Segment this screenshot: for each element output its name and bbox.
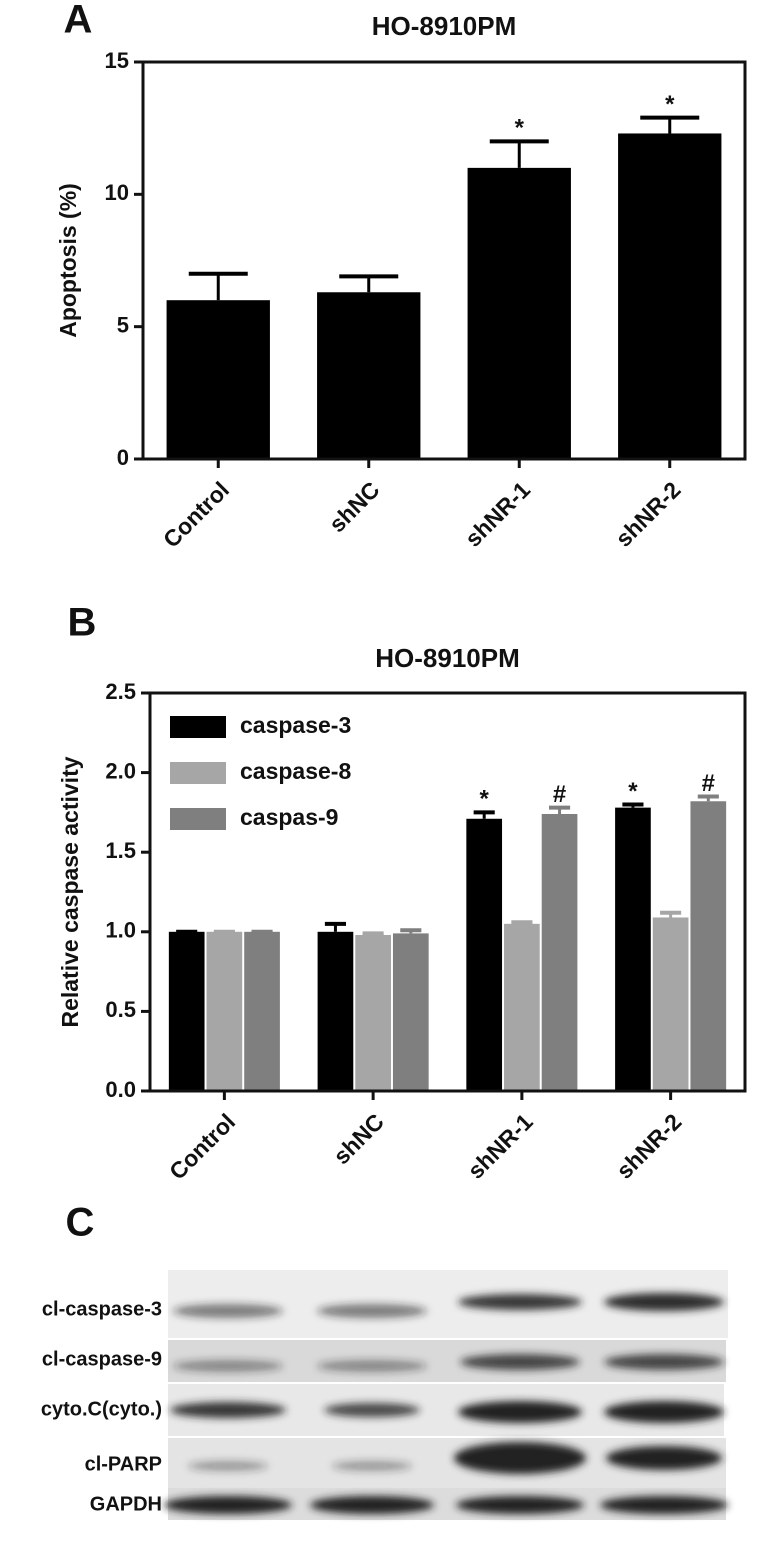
y-tick-label: 1.0 — [105, 918, 136, 943]
y-tick-label: 0.0 — [105, 1077, 136, 1102]
significance-marker: * — [628, 778, 638, 805]
y-axis-label: Relative caspase activity — [57, 756, 83, 1027]
x-tick-label: shNR-1 — [460, 476, 535, 551]
y-tick-label: 0.5 — [105, 997, 136, 1022]
legend-label: caspase-8 — [240, 758, 351, 784]
x-tick-label: shNC — [324, 476, 385, 537]
significance-marker: * — [665, 91, 675, 118]
y-tick-label: 0 — [117, 445, 129, 470]
y-axis-label: Apoptosis (%) — [55, 183, 81, 338]
blot-row-label: cl-caspase-9 — [42, 1348, 162, 1370]
bar — [317, 931, 354, 1091]
bar — [690, 801, 727, 1091]
bar — [466, 818, 503, 1091]
x-tick-label: shNR-1 — [462, 1108, 537, 1183]
legend-label: caspas-9 — [240, 804, 338, 830]
bar — [392, 933, 429, 1091]
blot-row-label: cl-PARP — [85, 1453, 162, 1475]
significance-marker: * — [515, 115, 525, 142]
significance-marker: # — [702, 770, 715, 797]
blot-row-label: cyto.C(cyto.) — [41, 1398, 162, 1420]
bar — [355, 934, 391, 1091]
y-tick-label: 10 — [105, 180, 129, 205]
bar — [166, 300, 270, 459]
panel-label: A — [64, 0, 93, 42]
bar — [652, 917, 689, 1091]
significance-marker: * — [480, 786, 490, 813]
y-tick-label: 1.5 — [105, 838, 136, 863]
plot-frame — [148, 691, 747, 1093]
significance-marker: # — [553, 781, 566, 808]
blot-image — [164, 1270, 728, 1520]
bar — [504, 923, 540, 1091]
bar — [168, 931, 205, 1091]
legend-swatch — [170, 808, 226, 830]
x-tick-label: Control — [158, 476, 234, 552]
bar — [244, 931, 280, 1091]
bar — [317, 292, 421, 459]
y-tick-label: 5 — [117, 312, 129, 337]
legend-label: caspase-3 — [240, 712, 351, 738]
bar — [615, 807, 651, 1091]
bar — [206, 931, 243, 1091]
panel-label: C — [66, 1201, 95, 1245]
legend-swatch — [170, 716, 226, 738]
x-tick-label: Control — [164, 1108, 240, 1184]
y-tick-label: 15 — [105, 48, 129, 73]
blot-row-label: GAPDH — [90, 1493, 162, 1515]
y-tick-label: 2.0 — [105, 758, 136, 783]
bar — [467, 167, 571, 459]
chart-title: HO-8910PM — [372, 11, 517, 41]
blot-row-label: cl-caspase-3 — [42, 1298, 162, 1320]
chart-title: HO-8910PM — [375, 643, 520, 673]
y-tick-label: 2.5 — [105, 679, 136, 704]
plot-frame — [141, 60, 747, 461]
x-tick-label: shNC — [328, 1108, 389, 1169]
bar — [618, 133, 722, 459]
x-tick-label: shNR-2 — [610, 476, 685, 551]
x-tick-label: shNR-2 — [611, 1108, 686, 1183]
legend-swatch — [170, 762, 226, 784]
bar — [541, 813, 578, 1091]
panel-label: B — [68, 601, 97, 645]
